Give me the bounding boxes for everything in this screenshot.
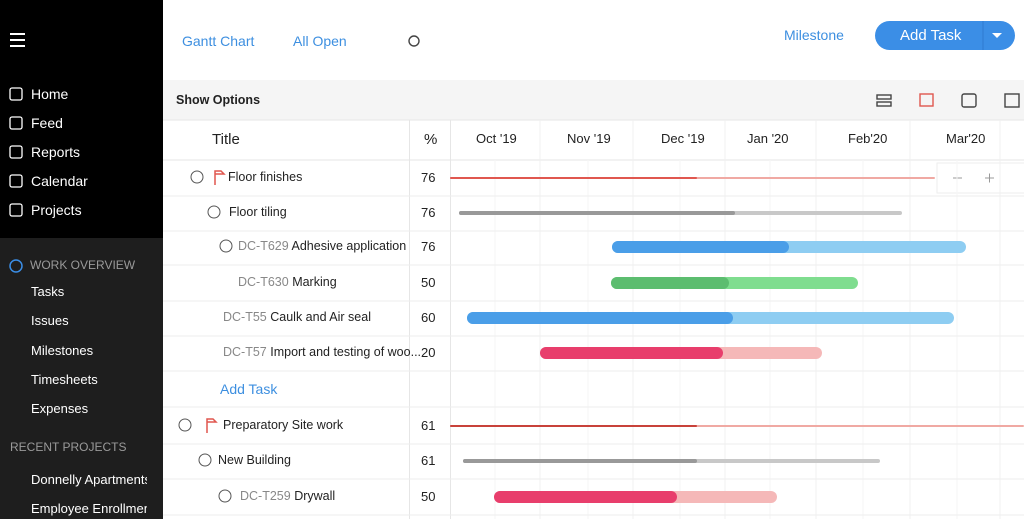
- gantt-bar-done: [463, 459, 697, 463]
- dropdown-icon[interactable]: [992, 33, 1002, 38]
- task-name[interactable]: Import and testing of woo...: [270, 345, 422, 359]
- section-heading: RECENT PROJECTS: [10, 440, 127, 454]
- sidebar-item[interactable]: Expenses: [31, 401, 89, 416]
- nav-icon: [9, 174, 23, 188]
- gantt-bar-done: [450, 177, 697, 179]
- menu-icon[interactable]: [10, 33, 25, 47]
- month-label: Mar'20: [946, 131, 986, 146]
- gantt-bar-done: [612, 241, 789, 253]
- section-icon: [9, 259, 23, 273]
- sidebar-item[interactable]: Timesheets: [31, 372, 98, 387]
- sidebar-top: [0, 0, 163, 238]
- percent: 76: [421, 170, 436, 185]
- gantt-bar-done: [611, 277, 729, 289]
- task-id: DC-T629: [238, 239, 292, 253]
- sidebar-item[interactable]: Tasks: [31, 284, 65, 299]
- toolbar-bg: [163, 80, 1024, 120]
- column-header: Title: [212, 131, 240, 148]
- month-label: Dec '19: [661, 131, 705, 146]
- nav-item[interactable]: Projects: [31, 202, 82, 218]
- zoom-control[interactable]: [936, 162, 1024, 194]
- sidebar-item[interactable]: Milestones: [31, 343, 94, 358]
- percent: 61: [421, 418, 436, 433]
- task-id: DC-T630: [238, 275, 293, 289]
- breadcrumb[interactable]: All Open: [293, 33, 347, 49]
- task-title[interactable]: DC-T259 Drywall: [240, 489, 335, 503]
- gantt-bar-done: [467, 312, 733, 324]
- task-title[interactable]: New Building: [218, 453, 291, 467]
- task-id: DC-T259: [240, 489, 295, 503]
- critical-path-icon[interactable]: [919, 93, 934, 107]
- nav-icon: [9, 87, 23, 101]
- collapse-icon: [198, 453, 212, 467]
- collapse-icon: [190, 170, 204, 184]
- nav-icon: [9, 145, 23, 159]
- task-id: DC-T55: [223, 310, 271, 324]
- task-title[interactable]: Floor finishes: [228, 170, 302, 184]
- task-name[interactable]: Adhesive application: [291, 239, 407, 253]
- collapse-icon: [219, 239, 233, 253]
- column-header: %: [424, 131, 438, 148]
- toolbar-icons[interactable]: [408, 35, 1020, 108]
- milestone-icon: [206, 418, 218, 433]
- month-label: Nov '19: [567, 131, 611, 146]
- gantt-bar-done: [459, 211, 735, 215]
- nav-icon: [9, 203, 23, 217]
- sidebar: [0, 0, 163, 519]
- section-heading: WORK OVERVIEW: [30, 258, 136, 272]
- task-name[interactable]: New Building: [218, 453, 291, 467]
- task-title[interactable]: DC-T630 Marking: [238, 275, 337, 289]
- nav-item[interactable]: Home: [31, 86, 69, 102]
- show-options[interactable]: Show Options: [176, 93, 261, 107]
- percent: 61: [421, 453, 436, 468]
- breadcrumb[interactable]: Gantt Chart: [182, 33, 255, 49]
- percent: 50: [421, 275, 436, 290]
- percent: 76: [421, 239, 436, 254]
- task-name[interactable]: Preparatory Site work: [223, 418, 344, 432]
- percent: 76: [421, 205, 436, 220]
- task-title[interactable]: Add Task: [220, 381, 277, 397]
- task-name[interactable]: Floor finishes: [228, 170, 303, 184]
- task-name[interactable]: Add Task: [220, 381, 278, 397]
- percent: 20: [421, 345, 436, 360]
- sidebar-item[interactable]: Issues: [31, 313, 69, 328]
- collapse-icon: [178, 418, 192, 432]
- nav-item[interactable]: Feed: [31, 115, 63, 131]
- gantt-bar-done: [450, 425, 697, 427]
- task-id: DC-T57: [223, 345, 271, 359]
- task-name[interactable]: Floor tiling: [229, 205, 287, 219]
- button-label[interactable]: Add Task: [900, 27, 962, 44]
- task-name[interactable]: Marking: [292, 275, 337, 289]
- percent: 50: [421, 489, 436, 504]
- task-title[interactable]: DC-T629 Adhesive application: [238, 239, 406, 253]
- month-label: Jan '20: [747, 131, 789, 146]
- task-title[interactable]: Floor tiling: [229, 205, 287, 219]
- gantt-bar-done: [540, 347, 723, 359]
- percent: 60: [421, 310, 436, 325]
- view-selector[interactable]: Milestone: [784, 27, 844, 43]
- collapse-icon: [207, 205, 221, 219]
- nav-icon: [9, 116, 23, 130]
- milestone-icon: [214, 170, 226, 185]
- sidebar-item[interactable]: Employee Enrollment: [31, 501, 147, 516]
- nav-item[interactable]: Reports: [31, 144, 81, 160]
- task-title[interactable]: DC-T57 Import and testing of woo...: [223, 345, 421, 359]
- add-task-button[interactable]: [875, 21, 1015, 50]
- month-label: Oct '19: [476, 131, 517, 146]
- task-name[interactable]: Drywall: [294, 489, 336, 503]
- sidebar-item[interactable]: Donnelly Apartments: [31, 472, 147, 487]
- task-name[interactable]: Caulk and Air seal: [270, 310, 371, 324]
- task-title[interactable]: Preparatory Site work: [223, 418, 343, 432]
- month-label: Feb'20: [848, 131, 888, 146]
- task-title[interactable]: DC-T55 Caulk and Air seal: [223, 310, 371, 324]
- collapse-icon: [218, 489, 232, 503]
- gantt-bar-done: [494, 491, 677, 503]
- nav-item[interactable]: Calendar: [31, 173, 88, 189]
